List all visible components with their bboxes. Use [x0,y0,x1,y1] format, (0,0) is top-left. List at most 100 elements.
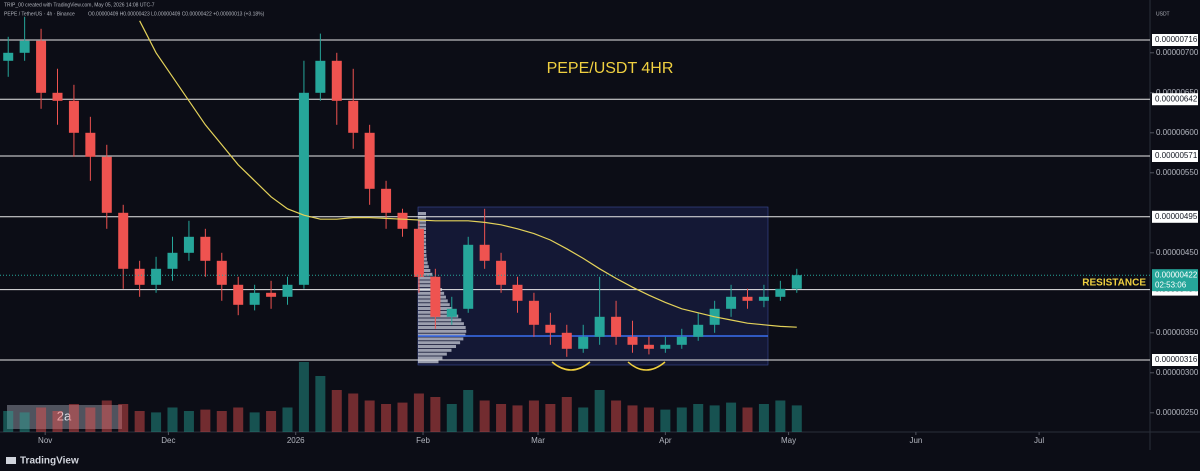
volume-bar [627,405,638,432]
volume-bar [446,404,457,432]
candle-body [52,92,63,101]
candle-body [611,316,622,337]
profile-bar [418,360,439,364]
candle-body [233,284,244,305]
candle-body [19,40,30,53]
bottom-arc [627,361,666,371]
profile-bar [418,333,466,337]
profile-bar [418,326,466,329]
resistance-label: RESISTANCE [1082,278,1146,289]
volume-bar [233,407,244,432]
candle-body [742,296,753,301]
level-box [1152,150,1198,162]
volume-bar [496,404,507,432]
candle-body [315,60,326,93]
volume-bar [709,405,720,432]
profile-bar [418,356,443,360]
profile-bar [418,280,438,284]
logo [6,457,16,464]
candle-body [413,228,424,277]
volume-bar [413,393,424,432]
profile-bar [418,219,427,223]
volume-bar [151,412,162,432]
countdown: 02:53:06 [1155,280,1187,289]
candle-body [479,244,490,261]
level-label: 0.00000571 [1155,151,1198,160]
last-price-label: 0.00000422 [1155,270,1198,279]
candle-body [496,260,507,285]
candle-body [775,288,786,297]
candle-body [85,132,96,157]
x-tick-label: Nov [38,436,52,445]
volume-bar [331,390,342,432]
volume-bar [183,411,194,432]
volume-bar [528,400,539,432]
volume-bar [512,405,523,432]
profile-bar [418,227,427,231]
candle-body [446,308,457,317]
volume-bar [693,404,704,432]
level-label: 0.00000495 [1155,212,1198,221]
candle-body [249,292,260,305]
candle-body [348,100,359,133]
y-tick-label: 0.00000550 [1156,168,1199,177]
level-box [1152,93,1198,106]
profile-bar [418,345,457,348]
candle-body [660,344,671,349]
volume-bar [561,397,572,432]
candle-body [594,316,605,337]
currency: USDT [1156,11,1170,17]
volume-bar [791,405,802,432]
profile-bar [418,269,431,272]
profile-bar [418,348,452,352]
volume-bar [364,400,375,432]
x-tick-label: Feb [416,436,430,445]
candle-body [3,52,14,61]
candle-body [676,336,687,345]
candle-body [381,188,392,213]
candle-body [643,344,654,349]
volume-bar [758,404,769,432]
candle-body [364,132,375,189]
candle-body [758,296,769,301]
profile-bar [418,276,435,280]
volume-bar [19,412,30,432]
candle-body [726,296,737,309]
volume-bar [118,404,129,432]
profile-bar [418,272,433,276]
candle-body [266,292,277,297]
candle-body [512,284,523,301]
volume-bar [775,400,786,432]
volume-bar [463,390,474,432]
candle-body [118,212,129,269]
wave-box [7,405,122,429]
volume-bar [298,362,309,432]
candle-body [561,332,572,349]
brand: TradingView [20,456,79,467]
level-box [1152,210,1198,223]
volume-bar [52,411,63,432]
candle-body [545,324,556,333]
y-tick-label: 0.00000350 [1156,328,1199,337]
x-tick-label: Apr [659,436,672,445]
x-tick-label: Jul [1034,436,1044,445]
ohlc: O0.00000409 H0.00000423 L0.00000409 C0.0… [88,11,265,17]
x-tick-label: Mar [531,436,545,445]
moving-average [139,20,797,328]
symbol: PEPE / TetherUS · 4h · Binance [4,11,75,17]
y-tick-label: 0.00000600 [1156,128,1199,137]
candle-body [397,212,408,229]
volume-bar [266,411,277,432]
volume-bar [85,407,96,432]
profile-bar [418,329,467,333]
candle-body [430,276,441,317]
profile-bar [418,212,426,215]
volume-bar [216,411,227,432]
candle-body [282,284,293,297]
volume-bar [68,404,79,432]
candle-body [167,252,178,269]
candle-body [298,92,309,285]
y-tick-label: 0.00000450 [1156,248,1199,257]
y-tick-label: 0.00000650 [1156,88,1199,97]
y-tick-label: 0.00000300 [1156,368,1199,377]
